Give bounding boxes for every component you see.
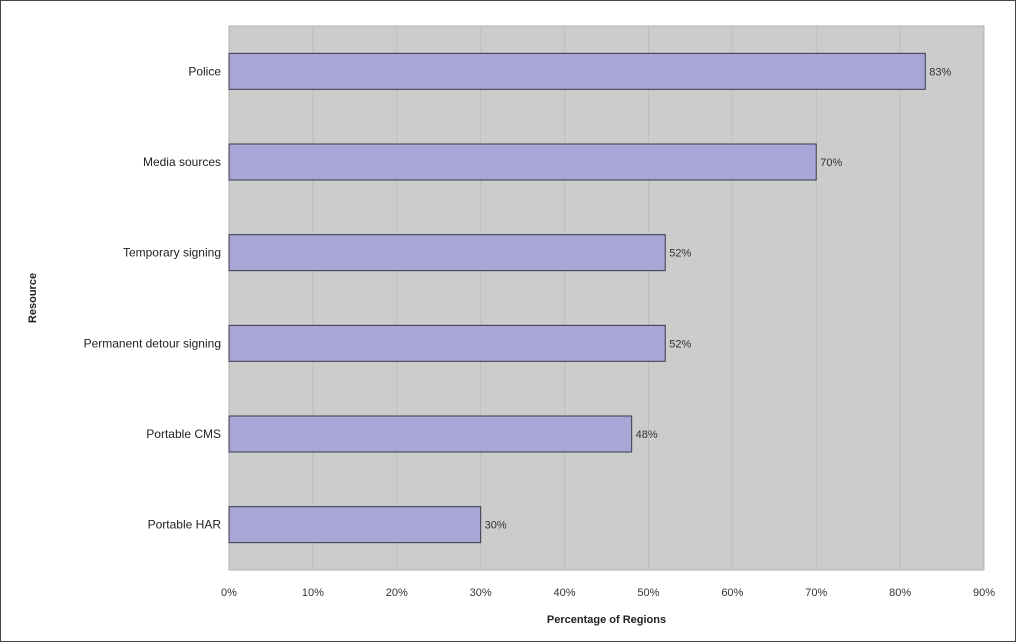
x-tick-label: 50% (637, 587, 659, 599)
category-label: Temporary signing (123, 246, 221, 260)
x-tick-label: 10% (302, 587, 324, 599)
bar (228, 506, 482, 544)
category-label: Permanent detour signing (84, 336, 221, 350)
y-axis-title: Resource (27, 273, 39, 323)
plot-area (228, 25, 985, 571)
data-labels: 83% 70% 52% 52% 48% 30% (485, 66, 952, 531)
data-label: 48% (636, 429, 658, 441)
gridlines (312, 26, 901, 570)
bar (228, 324, 666, 362)
bar (228, 415, 633, 453)
category-label: Portable CMS (146, 427, 221, 441)
x-tick-label: 80% (889, 587, 911, 599)
data-label: 52% (669, 338, 691, 350)
x-tick-label: 60% (721, 587, 743, 599)
category-label: Portable HAR (148, 518, 222, 532)
data-label: 30% (485, 520, 507, 532)
data-label: 70% (820, 157, 842, 169)
data-label: 83% (929, 66, 951, 78)
bar (228, 234, 666, 272)
bar (228, 52, 926, 90)
category-label: Media sources (143, 155, 221, 169)
x-tick-label: 90% (973, 587, 995, 599)
x-axis-title: Percentage of Regions (547, 614, 666, 626)
x-tick-label: 30% (470, 587, 492, 599)
x-tick-labels: 0% 10% 20% 30% 40% 50% 60% 70% 80% 90% (221, 587, 995, 599)
x-tick-label: 0% (221, 587, 237, 599)
x-tick-label: 40% (554, 587, 576, 599)
category-labels: Police Media sources Temporary signing Perm… (84, 64, 222, 531)
x-tick-label: 20% (386, 587, 408, 599)
data-label: 52% (669, 248, 691, 260)
category-label: Police (188, 64, 221, 78)
bar (228, 143, 817, 181)
x-tick-label: 70% (805, 587, 827, 599)
bars (228, 52, 926, 544)
